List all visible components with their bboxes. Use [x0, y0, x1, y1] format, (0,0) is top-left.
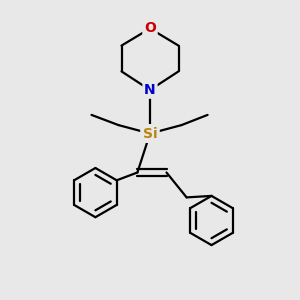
Text: N: N — [144, 83, 156, 97]
Text: Si: Si — [143, 127, 157, 140]
Text: O: O — [144, 22, 156, 35]
